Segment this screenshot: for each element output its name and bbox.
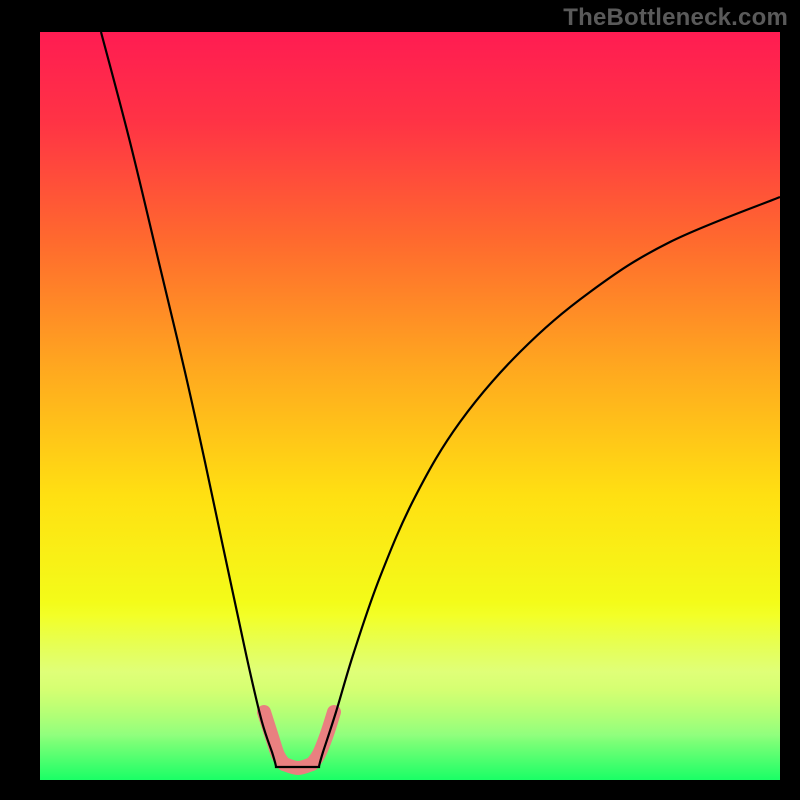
frame-left xyxy=(0,0,40,800)
watermark-text: TheBottleneck.com xyxy=(563,4,788,32)
glow-band xyxy=(40,602,780,742)
frame-bottom xyxy=(0,780,800,800)
bottleneck-chart xyxy=(0,0,800,800)
